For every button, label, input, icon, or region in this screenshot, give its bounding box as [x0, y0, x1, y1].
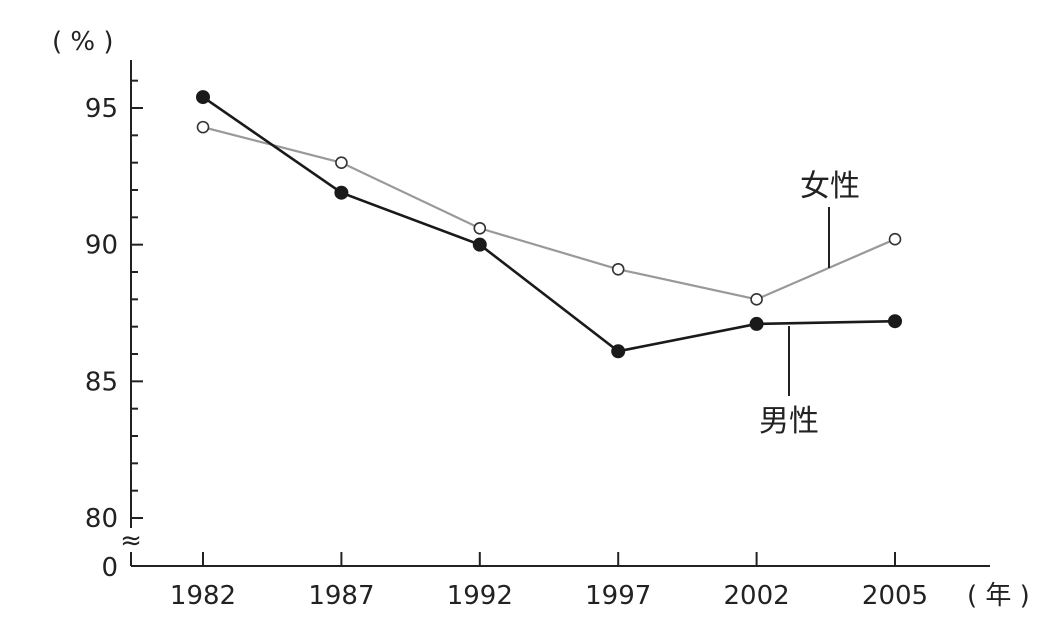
x-tick-label: 1997 — [585, 581, 651, 611]
x-tick-label: 2005 — [862, 581, 928, 611]
data-point — [888, 314, 902, 329]
data-point — [611, 344, 626, 359]
x-axis-unit-label: ( 年 ) — [967, 581, 1030, 611]
series-layer — [196, 90, 902, 359]
x-tick-label: 2002 — [724, 581, 790, 611]
data-point — [750, 293, 763, 306]
data-point — [334, 185, 349, 200]
y-tick-label: 90 — [85, 231, 118, 261]
x-axis-ticks: 1982 1987 1992 1997 2002 2005 — [170, 552, 928, 611]
y-tick-label: 80 — [85, 504, 118, 534]
y-tick-label-zero: 0 — [101, 553, 118, 583]
data-point — [335, 156, 348, 169]
x-tick-label: 1982 — [170, 581, 236, 611]
series-line — [202, 95, 896, 353]
y-tick-label: 95 — [85, 94, 118, 124]
data-point — [749, 316, 764, 331]
y-axis-ticks: 95 90 85 80 — [85, 79, 143, 534]
data-point — [611, 262, 625, 276]
data-point — [473, 221, 487, 235]
series-male — [196, 90, 902, 359]
data-point — [888, 232, 902, 246]
data-point — [472, 237, 487, 252]
series-label-female: 女性 — [800, 169, 860, 204]
data-point — [196, 120, 210, 134]
series-female — [196, 120, 902, 306]
x-tick-label: 1987 — [308, 581, 374, 611]
series-label-male: 男性 — [759, 404, 819, 439]
axis-break-icon: ≈ — [120, 526, 142, 556]
axes — [130, 60, 990, 567]
y-axis-unit-label: ( % ) — [52, 27, 114, 57]
x-tick-label: 1992 — [447, 581, 513, 611]
data-point — [196, 90, 210, 105]
series-line — [202, 126, 896, 301]
y-tick-label: 85 — [85, 367, 118, 397]
